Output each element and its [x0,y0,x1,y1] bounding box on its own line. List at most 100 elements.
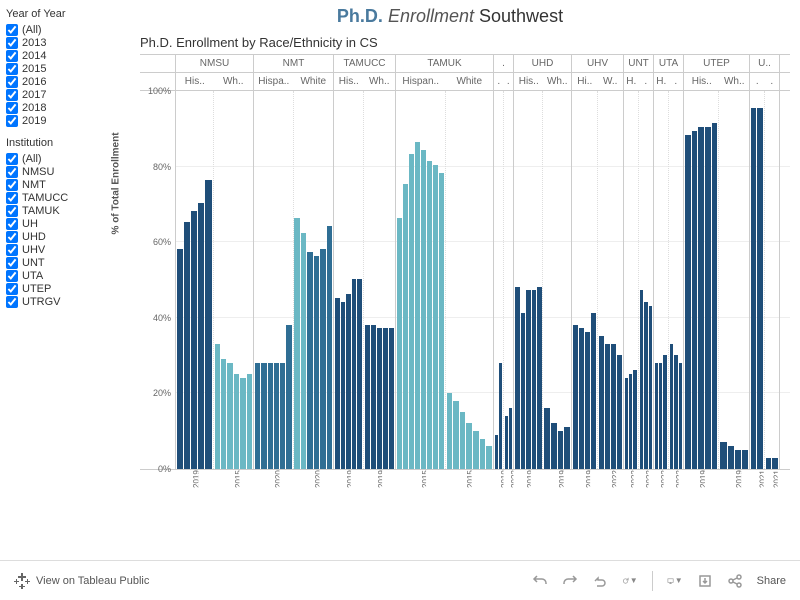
bar[interactable] [280,363,285,469]
bar[interactable] [772,458,778,469]
year-checkbox[interactable] [6,115,18,127]
bar[interactable] [409,154,414,469]
bar[interactable] [234,374,239,469]
inst-filter-item[interactable]: UTRGV [6,296,104,308]
bar[interactable] [184,222,190,469]
bar[interactable] [558,431,564,469]
bar[interactable] [670,344,674,469]
bar[interactable] [735,450,741,469]
bar[interactable] [629,374,632,469]
bar[interactable] [439,173,444,469]
inst-filter-item[interactable]: NMT [6,179,104,191]
bar[interactable] [505,416,508,469]
year-checkbox[interactable] [6,76,18,88]
bar[interactable] [644,302,648,469]
bar[interactable] [294,218,299,469]
bar[interactable] [605,344,610,469]
bar[interactable] [564,427,570,469]
bar[interactable] [679,363,683,469]
year-checkbox[interactable] [6,102,18,114]
bar[interactable] [480,439,486,469]
share-icon[interactable] [727,573,743,589]
bar[interactable] [307,252,312,469]
bar[interactable] [617,355,622,469]
bar[interactable] [579,328,584,469]
bar[interactable] [532,290,537,469]
year-checkbox[interactable] [6,24,18,36]
bar[interactable] [198,203,204,469]
inst-filter-item[interactable]: TAMUK [6,205,104,217]
bar[interactable] [352,279,357,469]
inst-filter-item[interactable]: UHV [6,244,104,256]
year-checkbox[interactable] [6,63,18,75]
bar[interactable] [611,344,616,469]
bar[interactable] [397,218,402,469]
bar[interactable] [473,431,479,469]
bar[interactable] [403,184,408,469]
inst-checkbox[interactable] [6,218,18,230]
bar[interactable] [599,336,604,469]
bar[interactable] [389,328,394,469]
bar[interactable] [247,374,252,469]
year-checkbox[interactable] [6,89,18,101]
bar[interactable] [227,363,232,469]
bar[interactable] [320,249,325,469]
bar[interactable] [692,131,698,469]
inst-filter-item[interactable]: UHD [6,231,104,243]
bar[interactable] [486,446,492,469]
bar[interactable] [674,355,678,469]
bar[interactable] [655,363,658,469]
bar[interactable] [261,363,266,469]
bar[interactable] [301,233,306,469]
bar[interactable] [274,363,279,469]
inst-filter-item[interactable]: NMSU [6,166,104,178]
redo-icon[interactable] [562,573,578,589]
undo-icon[interactable] [532,573,548,589]
bar[interactable] [365,325,370,469]
bar[interactable] [466,423,472,469]
inst-filter-item[interactable]: UTA [6,270,104,282]
bar[interactable] [341,302,346,469]
bar[interactable] [421,150,426,469]
bar[interactable] [537,287,542,469]
inst-checkbox[interactable] [6,166,18,178]
bar[interactable] [383,328,388,469]
bar[interactable] [659,363,662,469]
inst-filter-item[interactable]: TAMUCC [6,192,104,204]
bar[interactable] [649,306,653,469]
year-filter-item[interactable]: 2018 [6,102,104,114]
bar[interactable] [685,135,691,469]
bar[interactable] [573,325,578,469]
year-filter-item[interactable]: 2015 [6,63,104,75]
bar[interactable] [499,363,502,469]
bar[interactable] [526,290,531,469]
inst-checkbox[interactable] [6,231,18,243]
inst-checkbox[interactable] [6,153,18,165]
bar[interactable] [427,161,432,469]
inst-filter-item[interactable]: UH [6,218,104,230]
bar[interactable] [371,325,376,469]
bar[interactable] [663,355,666,469]
bar[interactable] [205,180,211,469]
year-filter-item[interactable]: 2017 [6,89,104,101]
bar[interactable] [255,363,260,469]
bar[interactable] [521,313,526,469]
bar[interactable] [433,165,438,469]
bar[interactable] [720,442,726,469]
bar[interactable] [314,256,319,469]
year-filter-item[interactable]: 2014 [6,50,104,62]
bar[interactable] [766,458,772,469]
bar[interactable] [698,127,704,469]
bar[interactable] [544,408,550,469]
bar[interactable] [177,249,183,469]
bar[interactable] [191,211,197,469]
year-filter-item[interactable]: 2016 [6,76,104,88]
year-filter-item[interactable]: 2019 [6,115,104,127]
inst-checkbox[interactable] [6,257,18,269]
bar[interactable] [453,401,459,469]
inst-checkbox[interactable] [6,296,18,308]
bar[interactable] [415,142,420,469]
inst-checkbox[interactable] [6,283,18,295]
bar[interactable] [591,313,596,469]
inst-filter-item[interactable]: UTEP [6,283,104,295]
